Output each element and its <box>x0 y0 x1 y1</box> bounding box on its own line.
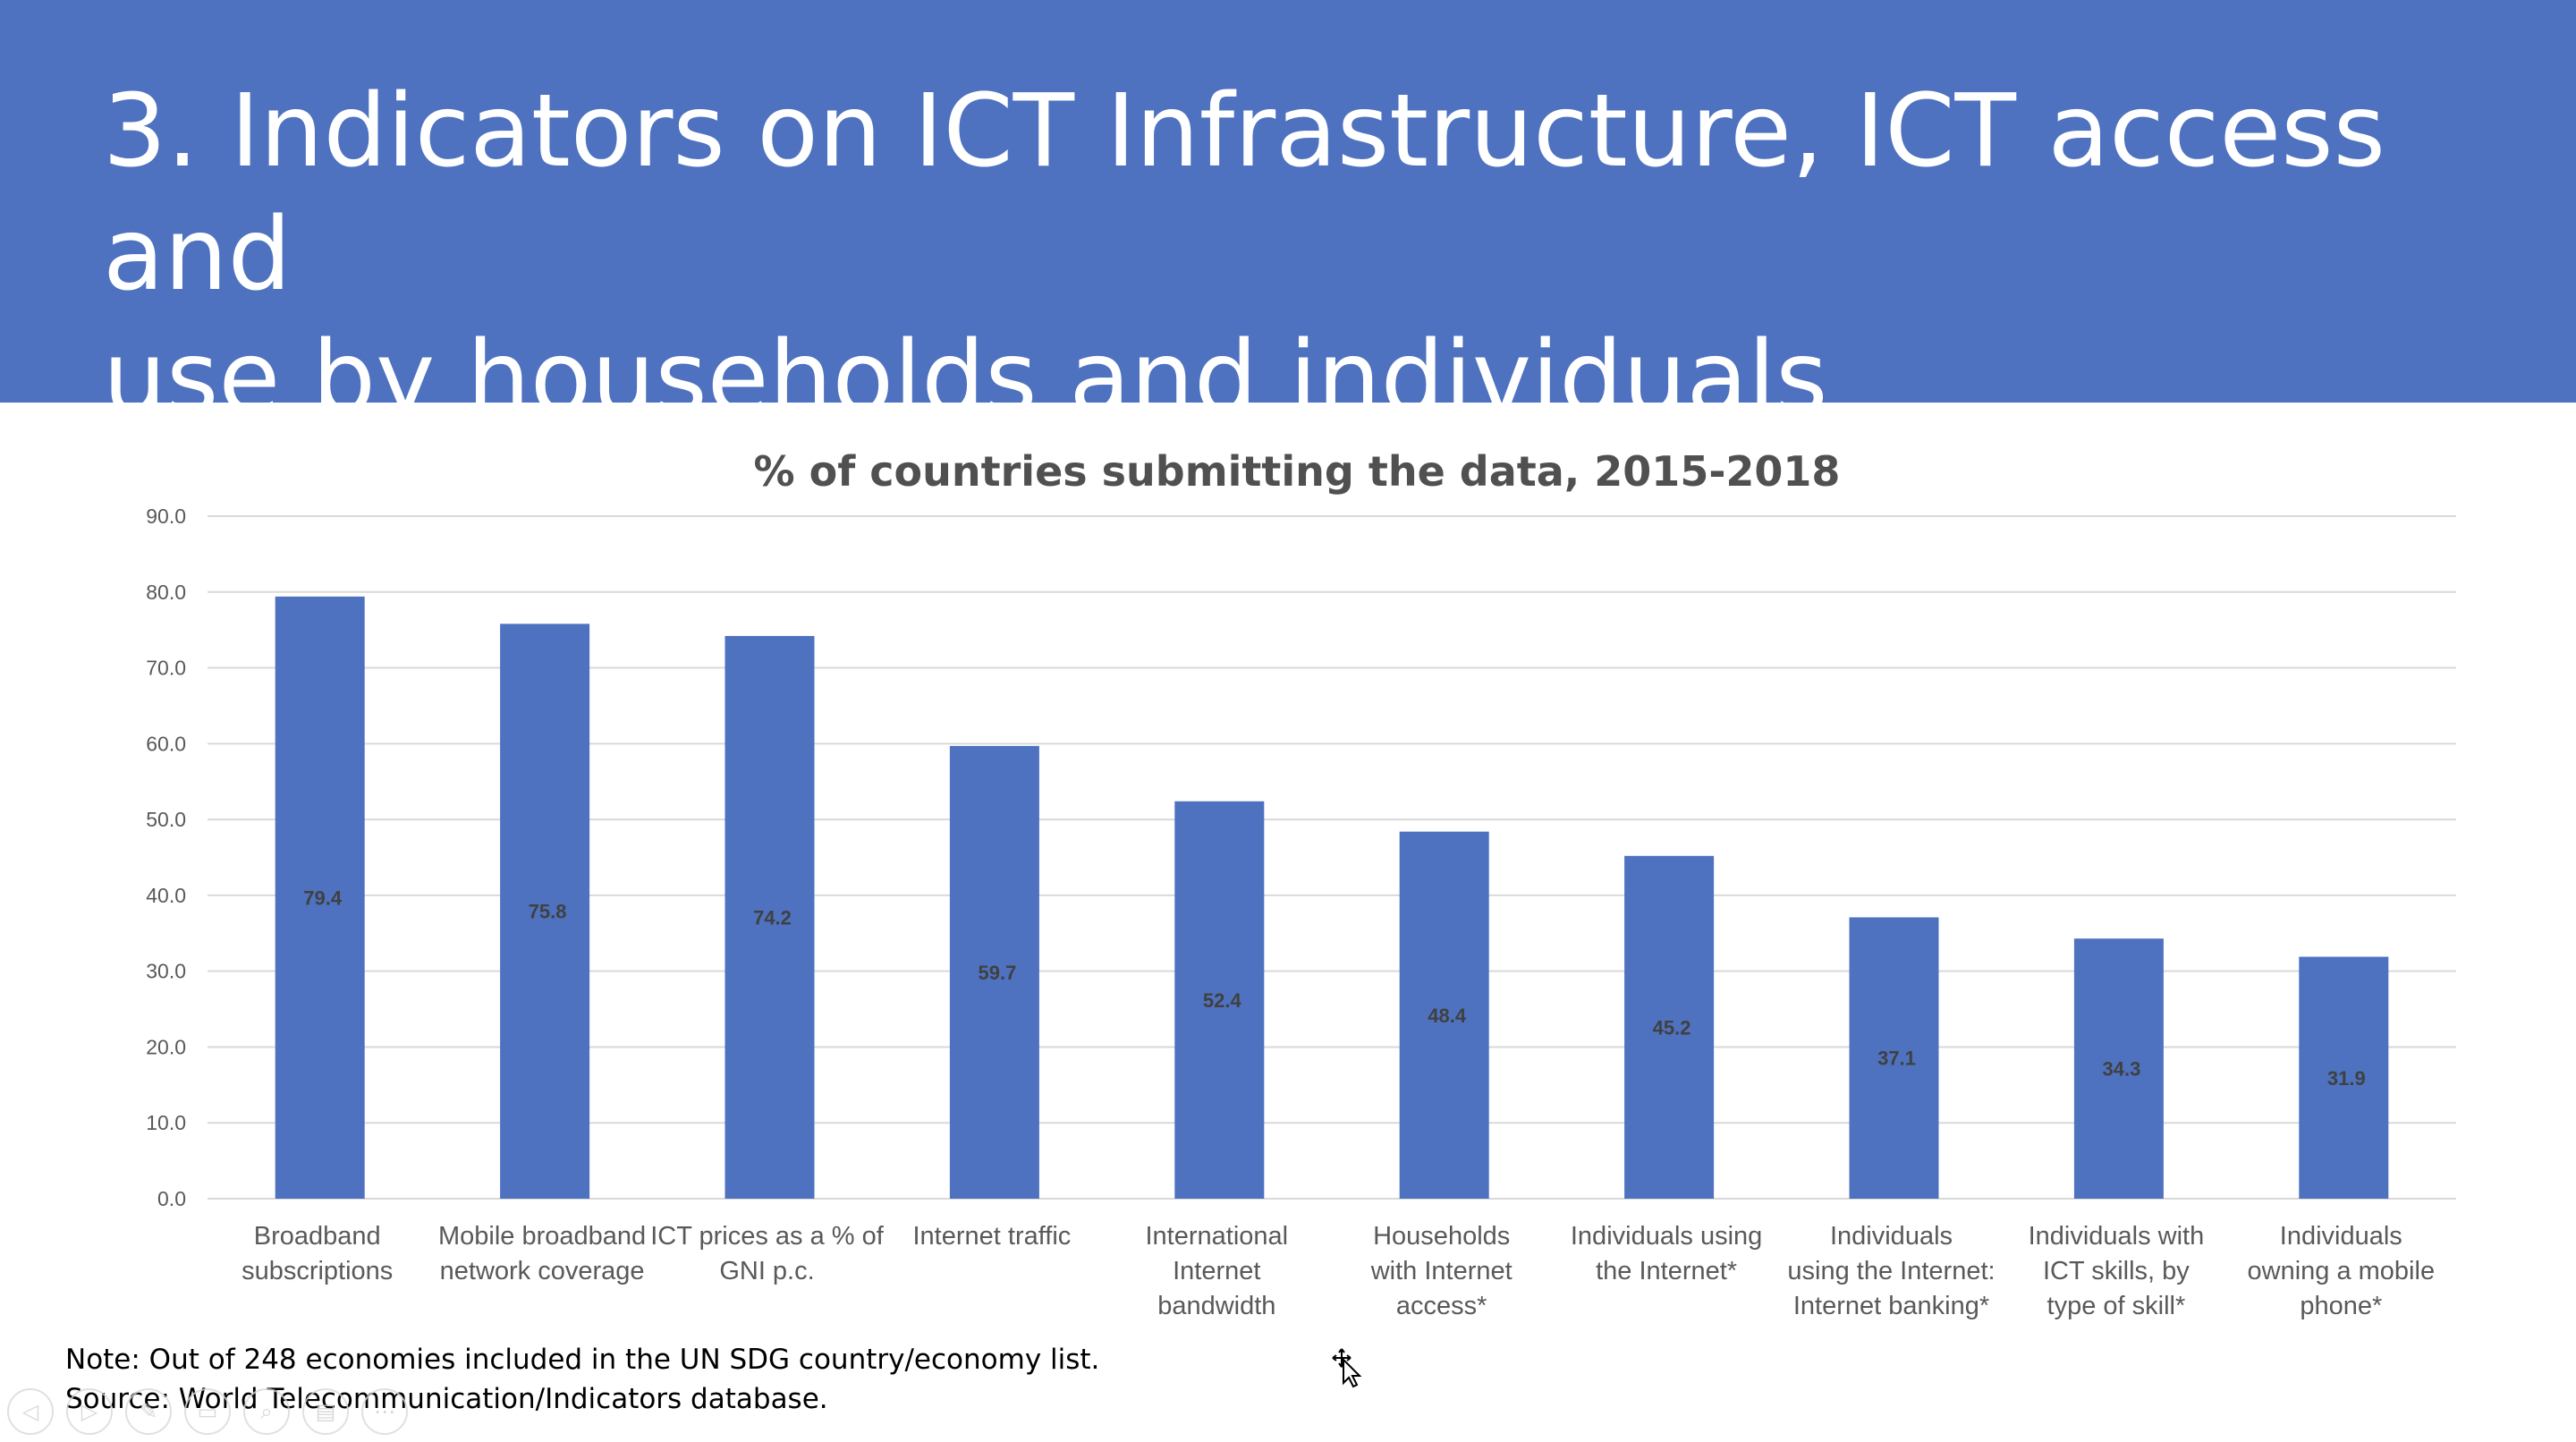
bar <box>500 623 590 1199</box>
more-options-icon[interactable]: ⋯ <box>361 1388 408 1435</box>
category-label-line: owning a mobile <box>2248 1257 2436 1285</box>
bar-value-label: 59.7 <box>978 962 1016 984</box>
bar <box>275 596 365 1199</box>
slide-title-line-1: 3. Indicators on ICT Infrastructure, ICT… <box>103 73 2385 313</box>
category-label-line: with Internet <box>1370 1257 1513 1285</box>
bar-value-label: 45.2 <box>1653 1016 1691 1039</box>
bar <box>2299 956 2389 1199</box>
category-label: Broadband subscriptions <box>242 1222 393 1285</box>
category-label: ICT prices as a % of GNI p.c. <box>650 1222 885 1285</box>
title-banner <box>0 0 2576 403</box>
category-label: Households with Internet access* <box>1370 1222 1513 1320</box>
y-tick-label: 60.0 <box>146 732 186 755</box>
move-cursor-icon <box>1332 1348 1362 1388</box>
y-tick-label: 30.0 <box>146 960 186 983</box>
category-label-line: GNI p.c. <box>719 1257 814 1285</box>
bar-value-label: 48.4 <box>1428 1005 1467 1027</box>
bar <box>1849 917 1939 1199</box>
y-tick-label: 0.0 <box>157 1187 186 1210</box>
next-icon[interactable]: ▷ <box>66 1388 113 1435</box>
chart-note: Note: Out of 248 economies included in t… <box>65 1344 1100 1376</box>
category-label-line: access* <box>1396 1292 1487 1320</box>
chart-title: % of countries submitting the data, 2015… <box>753 447 1841 496</box>
category-label-line: Individuals <box>1830 1222 1953 1251</box>
category-label-line: using the Internet: <box>1787 1257 1995 1285</box>
y-tick-label: 70.0 <box>146 657 186 680</box>
y-axis-ticks: 0.0 10.0 20.0 30.0 40.0 50.0 60.0 70.0 80.0 90.0 <box>146 505 186 1210</box>
category-label-line: ICT prices as a % of <box>650 1222 885 1251</box>
category-label-line: Individuals with <box>2029 1222 2205 1251</box>
bar <box>1624 855 1715 1199</box>
category-label-line: ICT skills, by <box>2043 1257 2190 1285</box>
bar-value-label: 37.1 <box>1877 1048 1916 1070</box>
category-labels: Broadband subscriptions Mobile broadband ne… <box>242 1222 2435 1320</box>
bar-value-label: 34.3 <box>2102 1058 2140 1081</box>
category-label-line: Internet traffic <box>913 1222 1072 1251</box>
category-label: Individuals owning a mobile phone* <box>2248 1222 2436 1320</box>
y-tick-label: 80.0 <box>146 581 186 604</box>
slideshow-controls: ◁ ▷ ✎ ▭ ⌕ ▤ ⋯ <box>7 1388 408 1438</box>
y-tick-label: 90.0 <box>146 505 186 528</box>
y-tick-label: 50.0 <box>146 808 186 831</box>
previous-icon[interactable]: ◁ <box>7 1388 54 1435</box>
category-label-line: Broadband <box>254 1222 381 1251</box>
bar-value-label: 74.2 <box>753 906 792 929</box>
category-label-line: International <box>1145 1222 1288 1251</box>
category-label-line: subscriptions <box>242 1257 393 1285</box>
category-label: Individuals using the Internet* <box>1571 1222 1762 1285</box>
category-label-line: Individuals using <box>1571 1222 1762 1251</box>
pen-icon[interactable]: ✎ <box>125 1388 172 1435</box>
zoom-icon[interactable]: ⌕ <box>243 1388 290 1435</box>
subtitles-icon[interactable]: ▤ <box>302 1388 349 1435</box>
bar <box>1174 801 1265 1199</box>
bar-value-label: 75.8 <box>529 901 567 923</box>
bars <box>275 596 2389 1199</box>
category-label-line: Mobile broadband <box>438 1222 646 1251</box>
data-labels: 79.4 75.8 74.2 59.7 52.4 48.4 45.2 37.1 34.3 31.9 <box>303 886 2365 1089</box>
category-label: Individuals with ICT skills, by type of sk… <box>2029 1222 2205 1320</box>
category-label-line: phone* <box>2300 1292 2382 1320</box>
y-tick-label: 40.0 <box>146 884 186 907</box>
slide-title: 3. Indicators on ICT Infrastructure, ICT… <box>103 70 2428 440</box>
category-label-line: network coverage <box>440 1257 645 1285</box>
category-label-line: bandwidth <box>1157 1292 1275 1320</box>
bar <box>1399 831 1489 1199</box>
category-label: International Internet bandwidth <box>1145 1222 1288 1320</box>
category-label-line: Internet <box>1173 1257 1260 1285</box>
category-label-line: the Internet* <box>1596 1257 1737 1285</box>
y-tick-label: 20.0 <box>146 1035 186 1058</box>
bar <box>724 635 815 1199</box>
category-label-line: Households <box>1373 1222 1510 1251</box>
category-label-line: Internet banking* <box>1793 1292 1989 1320</box>
slide-title-line-2: use by households and individuals <box>103 320 1828 437</box>
bar-value-label: 31.9 <box>2327 1067 2366 1090</box>
bar-value-label: 52.4 <box>1203 989 1242 1012</box>
category-label: Internet traffic <box>913 1222 1072 1251</box>
bar-value-label: 79.4 <box>303 886 343 909</box>
y-tick-label: 10.0 <box>146 1111 186 1134</box>
category-label: Individuals using the Internet: Internet b… <box>1787 1222 1995 1320</box>
slides-icon[interactable]: ▭ <box>184 1388 231 1435</box>
category-label-line: type of skill* <box>2047 1292 2186 1320</box>
category-label-line: Individuals <box>2280 1222 2402 1251</box>
bar <box>949 745 1039 1199</box>
category-label: Mobile broadband network coverage <box>438 1222 646 1285</box>
bar <box>2073 938 2164 1199</box>
